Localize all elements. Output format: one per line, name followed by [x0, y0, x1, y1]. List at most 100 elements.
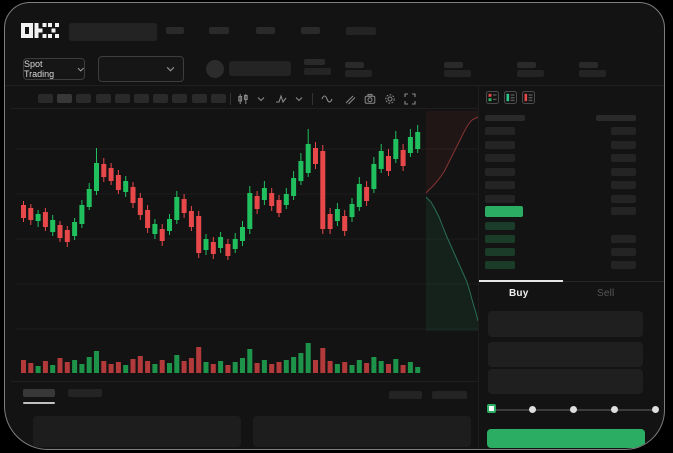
slider-handle[interactable]: [487, 404, 496, 413]
stat-label-skeleton: [579, 62, 598, 68]
chart-bottom-divider: [11, 381, 478, 382]
last-price-badge[interactable]: [485, 206, 523, 217]
stat-value-skeleton: [345, 70, 372, 77]
amount-field-skeleton[interactable]: [488, 342, 643, 367]
timeframe-button-skeleton[interactable]: [153, 94, 169, 103]
bid-price-skeleton[interactable]: [485, 235, 515, 243]
timeframe-button-skeleton[interactable]: [134, 94, 149, 103]
orderbook-view-asks-icon[interactable]: [522, 91, 535, 104]
orderbook-size-skeleton: [611, 181, 636, 189]
camera-snapshot-icon[interactable]: [364, 93, 376, 105]
right-panel-divider: [478, 85, 479, 449]
orderbook-size-skeleton: [611, 195, 636, 203]
bottom-tab-skeleton[interactable]: [68, 389, 102, 397]
slider-stop-25[interactable]: [529, 406, 536, 413]
ask-price-skeleton[interactable]: [485, 195, 515, 203]
candle-style-icon[interactable]: [237, 93, 249, 105]
ask-price-skeleton[interactable]: [485, 127, 515, 135]
pair-selector[interactable]: [98, 56, 184, 82]
nav-item-skeleton[interactable]: [301, 27, 320, 34]
bottom-action-skeleton[interactable]: [389, 391, 422, 399]
trade-tabs-divider: [479, 281, 664, 282]
ask-price-skeleton[interactable]: [485, 168, 515, 176]
bid-price-skeleton[interactable]: [485, 248, 515, 256]
pair-name-skeleton: [229, 61, 291, 76]
header-divider: [5, 85, 664, 86]
slider-stop-75[interactable]: [611, 406, 618, 413]
orderbook-size-skeleton: [611, 154, 636, 162]
timeframe-button-skeleton[interactable]: [38, 94, 53, 103]
timeframe-button-skeleton[interactable]: [191, 94, 207, 103]
stat-label-skeleton: [345, 62, 364, 68]
toolbar-divider: [312, 93, 313, 105]
nav-item-skeleton[interactable]: [209, 27, 229, 34]
timeframe-button-skeleton[interactable]: [210, 94, 226, 103]
buy-submit-button[interactable]: [487, 429, 645, 448]
coin-avatar-skeleton: [206, 60, 224, 78]
okx-logo[interactable]: [21, 23, 59, 43]
toolbar-divider: [230, 93, 231, 105]
timeframe-button-skeleton[interactable]: [76, 94, 92, 103]
slider-stop-100[interactable]: [652, 406, 659, 413]
timeframe-button-skeleton[interactable]: [114, 94, 130, 103]
chevron-down-icon: [77, 67, 84, 72]
chevron-down-icon: [166, 66, 175, 72]
ask-price-skeleton[interactable]: [485, 181, 515, 189]
sell-tab-label: Sell: [597, 288, 615, 299]
buy-tab-label: Buy: [509, 288, 529, 299]
orderbook-size-skeleton: [611, 141, 636, 149]
bottom-panel-right: [253, 416, 471, 447]
stat-value-skeleton: [579, 70, 606, 77]
search-input-skeleton[interactable]: [69, 23, 157, 41]
bottom-tab-underline: [23, 402, 55, 404]
stat-label-skeleton: [517, 62, 536, 68]
orderbook-size-skeleton: [611, 168, 636, 176]
timeframe-button-skeleton[interactable]: [172, 94, 188, 103]
timeframe-button-skeleton[interactable]: [57, 94, 73, 103]
orderbook-view-both-icon[interactable]: [486, 91, 499, 104]
bid-price-skeleton[interactable]: [485, 261, 515, 269]
orderbook-size-skeleton: [611, 235, 636, 243]
settings-gear-icon[interactable]: [384, 93, 396, 105]
orderbook-view-bids-icon[interactable]: [504, 91, 517, 104]
trading-app: Spot Trading: [4, 2, 665, 450]
draw-tool-icon[interactable]: [344, 93, 356, 105]
ask-price-skeleton[interactable]: [485, 154, 515, 162]
orderbook-size-skeleton: [611, 207, 636, 215]
buy-tab-underline: [479, 280, 563, 282]
market-type-label: Spot Trading: [24, 59, 55, 79]
orderbook-size-skeleton: [611, 127, 636, 135]
wave-tool-icon[interactable]: [321, 93, 333, 105]
price-skeleton: [304, 59, 325, 65]
tab-sell[interactable]: Sell: [573, 282, 664, 306]
bid-price-skeleton[interactable]: [485, 222, 515, 230]
orderbook-size-skeleton: [611, 248, 636, 256]
orderbook-header-skeleton: [596, 115, 636, 121]
timeframe-button-skeleton[interactable]: [95, 94, 111, 103]
price-field-skeleton[interactable]: [488, 311, 643, 337]
ask-price-skeleton[interactable]: [485, 141, 515, 149]
nav-item-skeleton[interactable]: [166, 27, 184, 34]
chevron-down-icon[interactable]: [295, 96, 303, 102]
nav-item-skeleton[interactable]: [256, 27, 275, 34]
toolbar-divider-bottom: [11, 108, 478, 109]
orderbook-size-skeleton: [611, 261, 636, 269]
tab-buy[interactable]: Buy: [479, 282, 573, 306]
app-window: Spot Trading: [4, 2, 665, 450]
slider-stop-50[interactable]: [570, 406, 577, 413]
indicators-icon[interactable]: [275, 93, 287, 105]
price-sub-skeleton: [304, 68, 331, 75]
okx-logo-icon: [21, 23, 59, 38]
bottom-tab-active-skeleton[interactable]: [23, 389, 55, 397]
fullscreen-icon[interactable]: [404, 93, 416, 105]
candlestick-chart[interactable]: [4, 2, 665, 450]
total-field-skeleton[interactable]: [488, 369, 643, 394]
nav-item-skeleton[interactable]: [346, 27, 376, 35]
orderbook-header-skeleton: [485, 115, 525, 121]
bottom-panel-left: [33, 416, 241, 447]
market-type-selector[interactable]: Spot Trading: [23, 58, 85, 80]
chevron-down-icon[interactable]: [257, 96, 265, 102]
stat-value-skeleton: [517, 70, 544, 77]
bottom-action-skeleton[interactable]: [432, 391, 467, 399]
